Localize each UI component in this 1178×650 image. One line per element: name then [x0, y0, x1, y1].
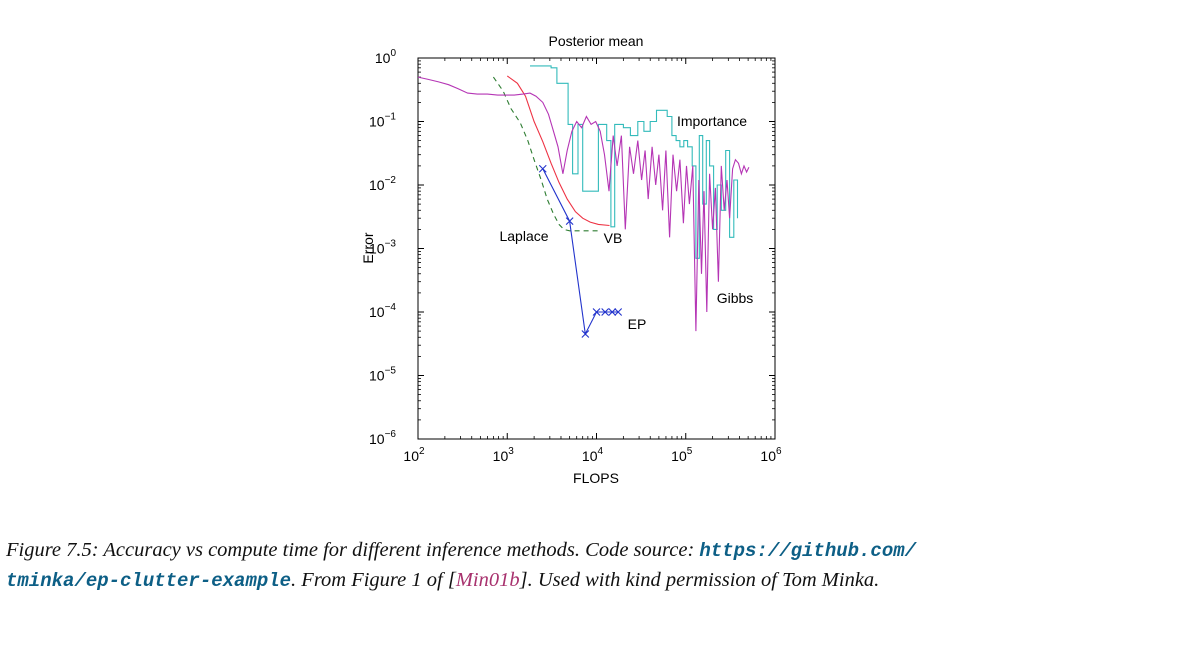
y-axis-label: Error [360, 232, 376, 263]
chart: Posterior mean 102 103 104 105 106 100 10−1 10−… [360, 33, 782, 486]
code-source-link-cont[interactable]: tminka/ep-clutter-example [6, 570, 292, 592]
point-marker-ep [592, 308, 601, 316]
y-tick-label: 10−4 [369, 302, 396, 320]
series-line-vb [506, 75, 610, 227]
series-line-ep [542, 168, 619, 336]
y-tick-label: 10−1 [369, 112, 396, 130]
chart-title: Posterior mean [549, 33, 644, 49]
plot-series [417, 65, 750, 338]
code-source-link[interactable]: https://github.com/ [699, 540, 917, 562]
point-marker-ep [565, 217, 574, 225]
y-tick-label: 10−3 [369, 239, 396, 257]
series-line-gibbs [417, 76, 750, 332]
point-marker-ep [601, 308, 610, 316]
plot-annotations: Importance Laplace VB Gibbs EP [499, 113, 753, 332]
x-tick-label: 106 [760, 446, 782, 464]
axis-ticks: 102 103 104 105 106 100 10−1 10−2 10−3 10−4 10−5 10… [369, 48, 782, 464]
series-line-laplace [492, 76, 601, 232]
annotation-gibbs: Gibbs [717, 290, 754, 306]
y-tick-label: 10−6 [369, 429, 396, 447]
annotation-ep: EP [628, 316, 647, 332]
point-marker-ep [608, 308, 617, 316]
point-marker-ep [614, 308, 623, 316]
annotation-importance: Importance [677, 113, 747, 129]
x-axis-label: FLOPS [573, 470, 619, 486]
citation-link[interactable]: Min01b [455, 569, 520, 591]
y-tick-label: 10−5 [369, 366, 396, 384]
x-tick-label: 105 [671, 446, 693, 464]
caption-text-end: ]. Used with kind permission of Tom Mink… [519, 569, 880, 591]
caption-text: Figure 7.5: Accuracy vs compute time for… [6, 539, 700, 561]
x-tick-label: 103 [493, 446, 515, 464]
caption-text-middle: . From Figure 1 of [ [291, 569, 456, 591]
y-tick-label: 10−2 [369, 175, 396, 193]
figure-caption: Figure 7.5: Accuracy vs compute time for… [6, 536, 1166, 596]
point-marker-ep [538, 164, 547, 173]
y-tick-label: 100 [375, 48, 397, 66]
annotation-laplace: Laplace [499, 228, 548, 244]
x-tick-label: 102 [403, 446, 425, 464]
annotation-vb: VB [604, 230, 623, 246]
x-tick-label: 104 [582, 446, 604, 464]
point-marker-ep [581, 330, 590, 338]
